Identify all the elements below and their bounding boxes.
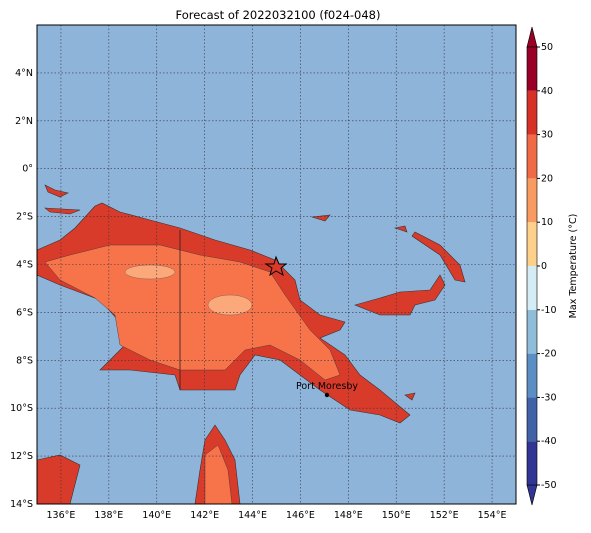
australia-warm <box>204 444 233 505</box>
inland-cool <box>207 294 253 316</box>
colorbar-band <box>527 309 537 354</box>
city-label: Port Moresby <box>296 381 358 392</box>
colorbar-tick-label: 40 <box>541 86 553 97</box>
colorbar-band <box>527 222 537 266</box>
new-ireland <box>411 231 466 283</box>
colorbar-tick-label: 10 <box>541 217 553 228</box>
colorbar-band <box>527 47 537 91</box>
x-tick-label: 146°E <box>286 510 315 521</box>
y-tick-label: 6°S <box>16 307 33 318</box>
colorbar-tick-label: -50 <box>541 480 557 491</box>
y-tick-label: 4°N <box>15 68 33 79</box>
colorbar-extend <box>526 26 538 48</box>
new-britain <box>354 274 446 316</box>
x-tick-label: 150°E <box>382 510 411 521</box>
x-tick-label: 138°E <box>94 510 123 521</box>
colorbar-band <box>527 178 537 223</box>
island <box>404 392 416 401</box>
y-tick-label: 8°S <box>16 355 33 366</box>
x-tick-label: 152°E <box>430 510 459 521</box>
colorbar-tick-label: 30 <box>541 130 553 141</box>
frame <box>36 24 517 505</box>
x-tick-label: 154°E <box>478 510 507 521</box>
colorbar-band <box>527 266 537 310</box>
title: Forecast of 2022032100 (f024-048) <box>176 8 381 22</box>
x-tick-label: 144°E <box>238 510 267 521</box>
y-tick-label: 2°S <box>16 212 33 223</box>
inland-cool <box>124 264 176 280</box>
island <box>44 184 69 198</box>
colorbar-tick-label: -40 <box>541 436 557 447</box>
y-tick-label: 14°S <box>10 499 33 510</box>
colorbar-extend <box>526 484 538 506</box>
colorbar-band <box>527 134 537 179</box>
colorbar-tick-label: -30 <box>541 392 557 403</box>
x-tick-label: 136°E <box>47 510 76 521</box>
city-marker <box>324 392 330 398</box>
star-marker <box>264 255 288 277</box>
colorbar-band <box>527 397 537 442</box>
island <box>393 225 408 233</box>
y-tick-label: 4°S <box>16 260 33 271</box>
colorbar-band <box>527 90 537 135</box>
colorbar-tick-label: -10 <box>541 305 557 316</box>
y-tick-label: 2°N <box>15 116 33 127</box>
y-tick-label: 0° <box>22 164 33 175</box>
y-tick-label: 12°S <box>10 451 33 462</box>
colorbar-tick-label: 0 <box>541 261 547 272</box>
colorbar-tick-label: 20 <box>541 173 553 184</box>
colorbar-band <box>527 441 537 485</box>
colorbar-tick-label: 50 <box>541 42 553 53</box>
x-tick-label: 140°E <box>142 510 171 521</box>
y-tick-label: 10°S <box>10 403 33 414</box>
colorbar-label: Max Temperature (°C) <box>568 214 579 319</box>
x-tick-label: 142°E <box>190 510 219 521</box>
colorbar-tick-label: -20 <box>541 349 557 360</box>
x-tick-label: 148°E <box>334 510 363 521</box>
colorbar-band <box>527 353 537 398</box>
island <box>44 207 81 215</box>
